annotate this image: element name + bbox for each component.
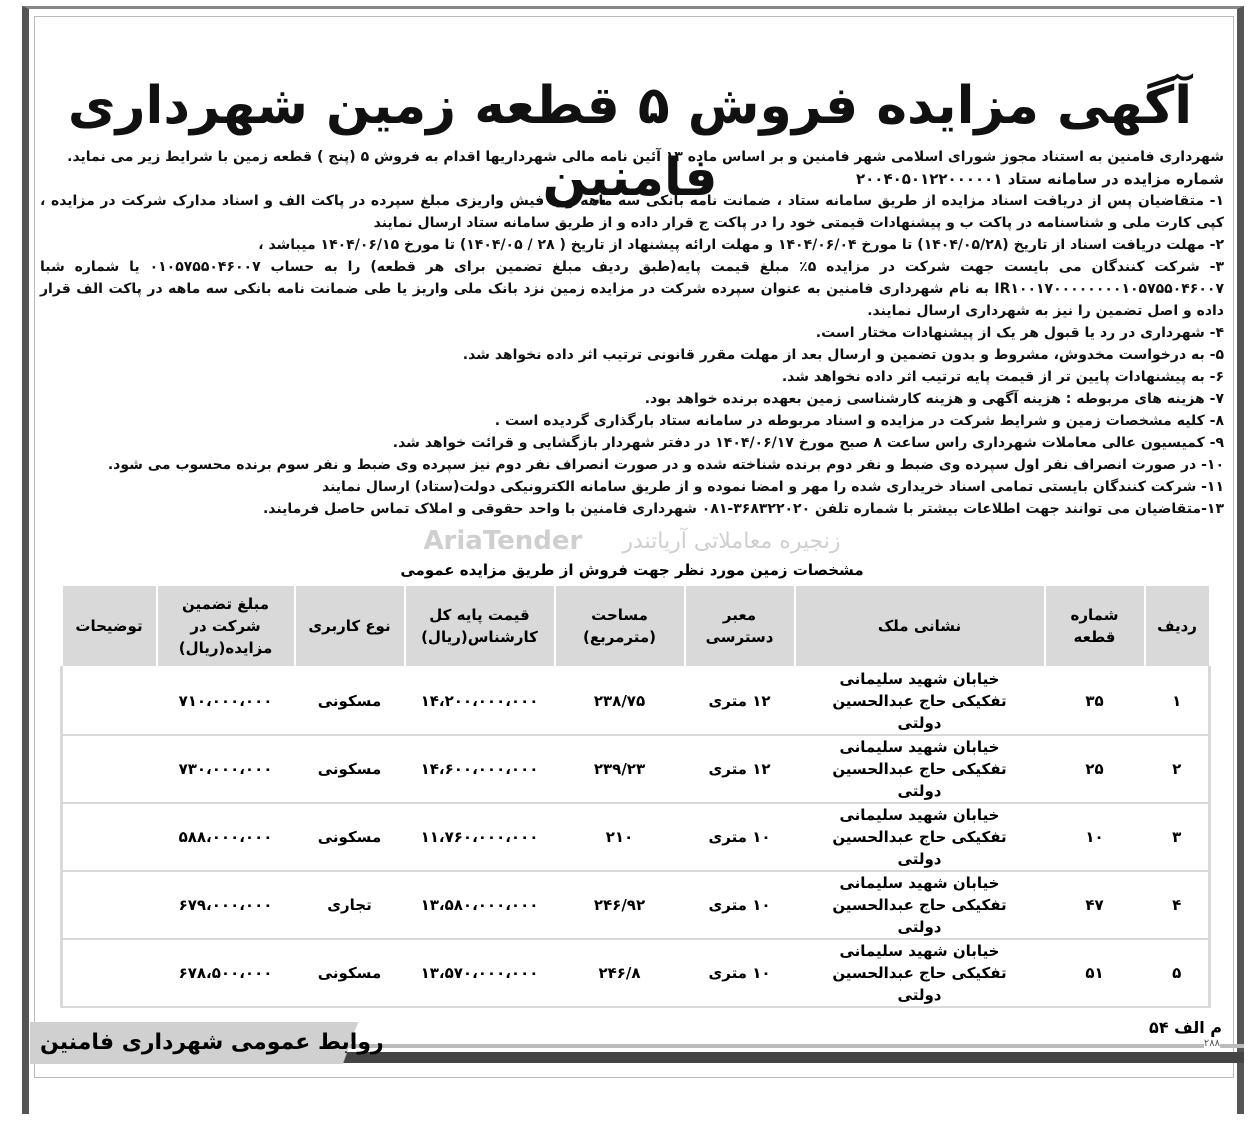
table-cell — [60, 666, 158, 736]
column-header: توضیحات — [60, 584, 158, 668]
table-cell: ۵ — [1143, 938, 1211, 1008]
table-cell: مسکونی — [293, 938, 406, 1008]
table-cell: خیابان شهید سلیمانی تفکیکی حاج عبدالحسین… — [793, 734, 1046, 804]
clause: ۱- متقاضیان پس از دریافت اسناد مزایده از… — [40, 193, 1224, 231]
clause: ۶- به پیشنهادات پایین تر از قیمت پایه تر… — [781, 369, 1224, 385]
table-cell: ۱۳،۵۷۰،۰۰۰،۰۰۰ — [403, 938, 556, 1008]
table-row: ۳ ۱۰ خیابان شهید سلیمانی تفکیکی حاج عبدالح… — [60, 802, 1211, 872]
column-header: مبلغ تضمین شرکت در مزایده(ریال) — [155, 584, 296, 668]
table-cell: ۱۰ متری — [683, 870, 796, 940]
column-header: ردیف — [1143, 584, 1211, 668]
table-cell: خیابان شهید سلیمانی تفکیکی حاج عبدالحسین… — [793, 802, 1046, 872]
footer: روابط عمومی شهرداری فامنین م الف ۵۴ ۲۸۸ — [30, 1016, 1244, 1068]
table-cell: ۷۱۰،۰۰۰،۰۰۰ — [155, 666, 296, 736]
table-cell: ۶۷۹،۰۰۰،۰۰۰ — [155, 870, 296, 940]
column-header: نوع کاربری — [293, 584, 406, 668]
table-cell: ۶۷۸،۵۰۰،۰۰۰ — [155, 938, 296, 1008]
table-cell: خیابان شهید سلیمانی تفکیکی حاج عبدالحسین… — [793, 938, 1046, 1008]
clause: ۱۱- شرکت کنندگان بایستی تمامی اسناد خرید… — [322, 479, 1224, 495]
column-header: شماره قطعه — [1043, 584, 1146, 668]
ad-inner-border — [34, 16, 1234, 1078]
table-cell — [60, 802, 158, 872]
clause: ۸- کلیه مشخصات زمین و شرایط شرکت در مزای… — [494, 413, 1224, 429]
table-row: ۵ ۵۱ خیابان شهید سلیمانی تفکیکی حاج عبدالح… — [60, 938, 1211, 1008]
clause: ۳- شرکت کنندگان می بایست جهت شرکت در مزا… — [40, 259, 1225, 319]
table-cell: ۲۴۶/۹۲ — [553, 870, 686, 940]
table-cell: ۱۱،۷۶۰،۰۰۰،۰۰۰ — [403, 802, 556, 872]
table-cell: ۴۷ — [1043, 870, 1146, 940]
table-cell: ۱۲ متری — [683, 734, 796, 804]
watermark-text: زنجیره معاملاتی آریاتندر — [622, 528, 841, 554]
table-header-row: ردیف شماره قطعه نشانی ملک معبر دسترسی مساحت … — [60, 584, 1211, 668]
footer-bar — [300, 1052, 1244, 1063]
clause: ۵- به درخواست مخدوش، مشروط و بدون تضمین … — [462, 347, 1224, 363]
intro: شهرداری فامنین به استناد مجوز شورای اسلا… — [67, 149, 1224, 165]
clause: ۱۳-متقاضیان می توانند جهت اطلاعات بیشتر … — [262, 501, 1224, 517]
ad-content: شهرداری فامنین به استناد مجوز شورای اسلا… — [40, 146, 1224, 1008]
clause: ۱۰- در صورت انصراف نفر اول سپرده وی ضبط … — [107, 457, 1224, 473]
table-cell — [60, 734, 158, 804]
clause: ۴- شهرداری در رد یا قبول هر یک از پیشنها… — [815, 325, 1224, 341]
table-cell: مسکونی — [293, 666, 406, 736]
column-header: نشانی ملک — [793, 584, 1046, 668]
land-table: ردیف شماره قطعه نشانی ملک معبر دسترسی مساحت … — [60, 584, 1211, 1008]
table-cell: تجاری — [293, 870, 406, 940]
table-cell: ۵۸۸،۰۰۰،۰۰۰ — [155, 802, 296, 872]
setad-number: شماره مزایده در سامانه ستاد ۲۰۰۴۰۵۰۱۲۲۰۰… — [855, 170, 1224, 188]
ad-body: شهرداری فامنین به استناد مجوز شورای اسلا… — [40, 146, 1224, 520]
table-cell: مسکونی — [293, 734, 406, 804]
footer-band — [30, 1022, 330, 1064]
clause: ۹- کمیسیون عالی معاملات شهرداری راس ساعت… — [392, 435, 1224, 451]
watermark: AriaTender زنجیره معاملاتی آریاتندر — [40, 524, 1224, 558]
table-cell: ۴ — [1143, 870, 1211, 940]
table-cell: ۱۰ متری — [683, 802, 796, 872]
table-cell: ۱۰ — [1043, 802, 1146, 872]
table-cell: ۷۳۰،۰۰۰،۰۰۰ — [155, 734, 296, 804]
ad-title: آگهی مزایده فروش ۵ قطعه زمین شهرداری فام… — [67, 76, 1193, 208]
table-cell: ۳ — [1143, 802, 1211, 872]
table-cell: مسکونی — [293, 802, 406, 872]
clause: ۷- هزینه های مربوطه : هزینه آگهی و هزینه… — [644, 391, 1224, 407]
table-cell — [60, 870, 158, 940]
issue-code: م الف ۵۴ — [1149, 1018, 1222, 1037]
table-cell: ۲۳۸/۷۵ — [553, 666, 686, 736]
table-cell: خیابان شهید سلیمانی تفکیکی حاج عبدالحسین… — [793, 666, 1046, 736]
footer-slant — [330, 1022, 370, 1064]
table-cell: ۵۱ — [1043, 938, 1146, 1008]
table-cell: ۲۵ — [1043, 734, 1146, 804]
table-cell: ۱۴،۶۰۰،۰۰۰،۰۰۰ — [403, 734, 556, 804]
table-cell: ۱۰ متری — [683, 938, 796, 1008]
table-cell: ۱۳،۵۸۰،۰۰۰،۰۰۰ — [403, 870, 556, 940]
footer-rule — [280, 1044, 1244, 1048]
table-title: مشخصات زمین مورد نظر جهت فروش از طریق مز… — [400, 561, 864, 579]
table-row: ۱ ۳۵ خیابان شهید سلیمانی تفکیکی حاج عبدالح… — [60, 666, 1211, 736]
clause: ۲- مهلت دریافت اسناد از تاریخ (۱۴۰۴/۰۵/۲… — [258, 237, 1224, 253]
table-cell: ۱۴،۲۰۰،۰۰۰،۰۰۰ — [403, 666, 556, 736]
page-number: ۲۸۸ — [1203, 1038, 1220, 1049]
column-header: قیمت پایه کل کارشناس(ریال) — [403, 584, 556, 668]
watermark-logo: AriaTender — [423, 526, 583, 556]
table-cell: ۳۵ — [1043, 666, 1146, 736]
ad-frame — [22, 6, 1244, 1114]
publisher: روابط عمومی شهرداری فامنین — [40, 1030, 384, 1055]
table-cell: ۱۲ متری — [683, 666, 796, 736]
column-header: معبر دسترسی — [683, 584, 796, 668]
table-cell — [60, 938, 158, 1008]
table-row: ۲ ۲۵ خیابان شهید سلیمانی تفکیکی حاج عبدالح… — [60, 734, 1211, 804]
table-cell: ۲۴۶/۸ — [553, 938, 686, 1008]
table-cell: ۱ — [1143, 666, 1211, 736]
table-cell: ۲۳۹/۲۳ — [553, 734, 686, 804]
table-cell: ۲۱۰ — [553, 802, 686, 872]
table-cell: ۲ — [1143, 734, 1211, 804]
column-header: مساحت (مترمربع) — [553, 584, 686, 668]
table-cell: خیابان شهید سلیمانی تفکیکی حاج عبدالحسین… — [793, 870, 1046, 940]
table-row: ۴ ۴۷ خیابان شهید سلیمانی تفکیکی حاج عبدالح… — [60, 870, 1211, 940]
